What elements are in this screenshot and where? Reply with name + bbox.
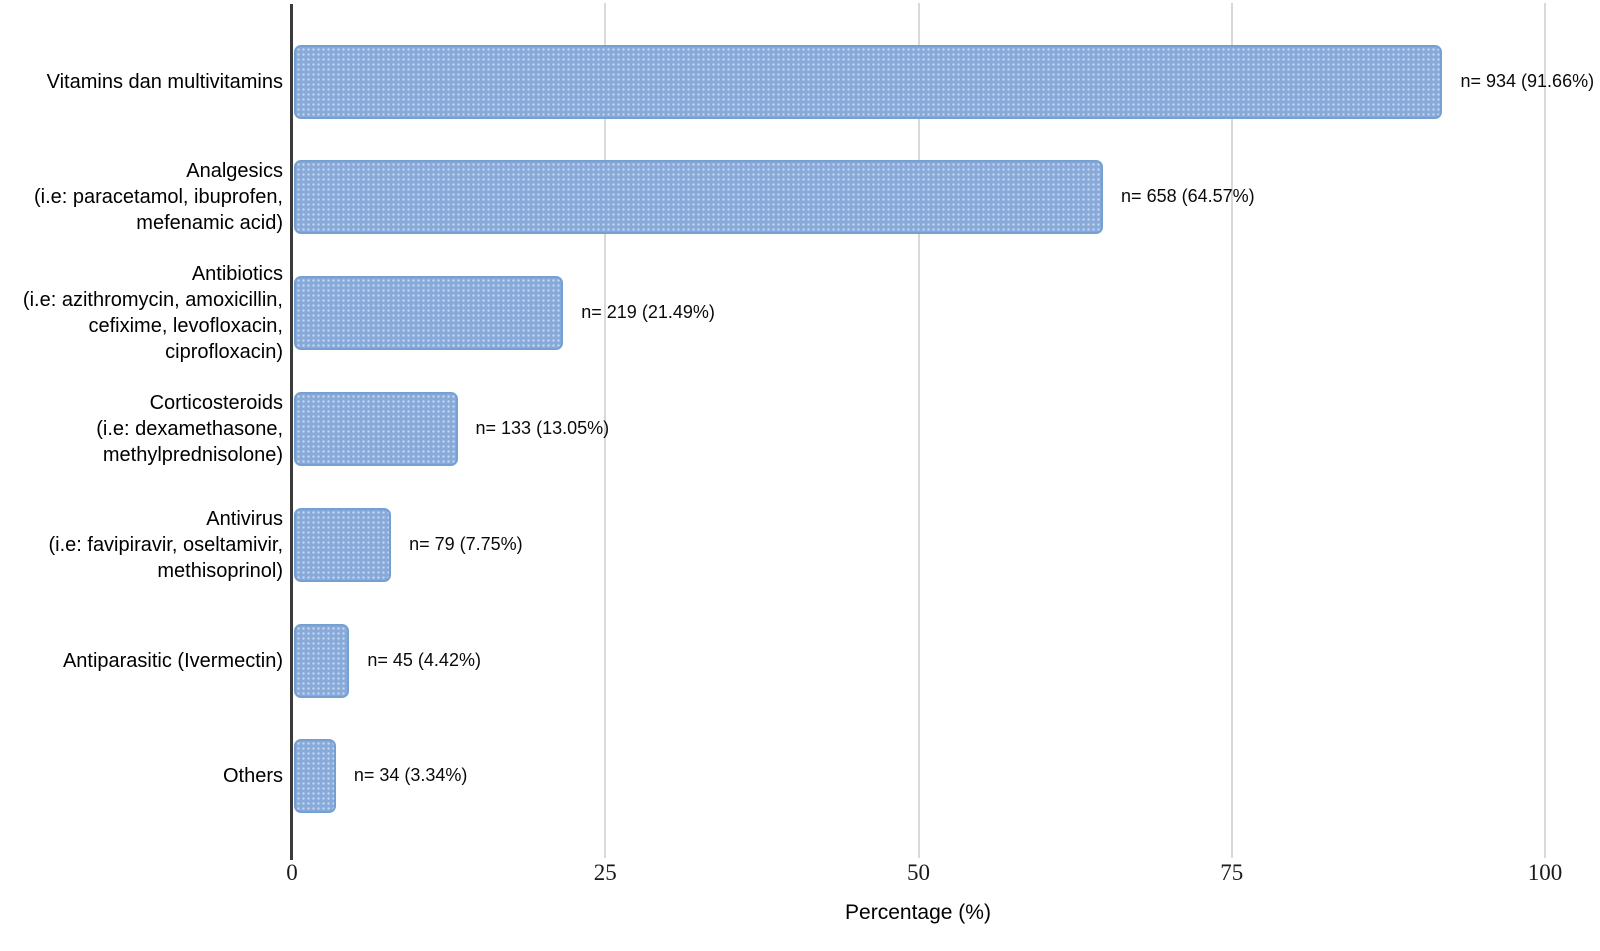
gridline-25: [604, 3, 607, 858]
bar: [294, 160, 1104, 235]
x-tick-label: 50: [907, 860, 930, 885]
value-label: n= 133 (13.05%): [475, 417, 610, 438]
bar: [294, 623, 350, 698]
x-tick-label: 75: [1220, 860, 1244, 885]
category-label: Antibiotics (i.e: azithromycin, amoxicil…: [22, 263, 283, 364]
x-tick-label: 25: [593, 860, 617, 885]
x-axis-title: Percentage (%): [845, 901, 991, 924]
gridline-100: [1544, 3, 1546, 858]
category-label: Antiparasitic (Ivermectin): [62, 649, 283, 672]
gridline-75: [1230, 3, 1233, 858]
category-label: Corticosteroids (i.e: dexamethasone, met…: [96, 391, 283, 466]
value-label: n= 219 (21.49%): [581, 302, 715, 323]
value-label: n= 45 (4.42%): [367, 649, 481, 670]
category-label: Antivirus (i.e: favipiravir, oseltamivir…: [48, 507, 283, 582]
category-label: Vitamins dan multivitamins: [46, 70, 283, 93]
value-label: n= 934 (91.66%): [1460, 70, 1595, 91]
bar: [294, 391, 458, 466]
y-axis-line: [290, 4, 293, 860]
value-label: n= 658 (64.57%): [1121, 186, 1255, 207]
value-label: n= 79 (7.75%): [409, 533, 523, 554]
x-tick-label: 0: [286, 860, 298, 885]
category-label: Analgesics (i.e: paracetamol, ibuprofen,…: [33, 160, 283, 235]
category-label: Others: [222, 765, 283, 788]
bar: [294, 739, 336, 814]
x-tick-label: 100: [1527, 860, 1563, 885]
bar: [294, 44, 1443, 119]
bar: [294, 276, 564, 351]
value-label: n= 34 (3.34%): [353, 765, 468, 786]
bar: [294, 507, 392, 582]
gridline-50: [917, 3, 920, 858]
